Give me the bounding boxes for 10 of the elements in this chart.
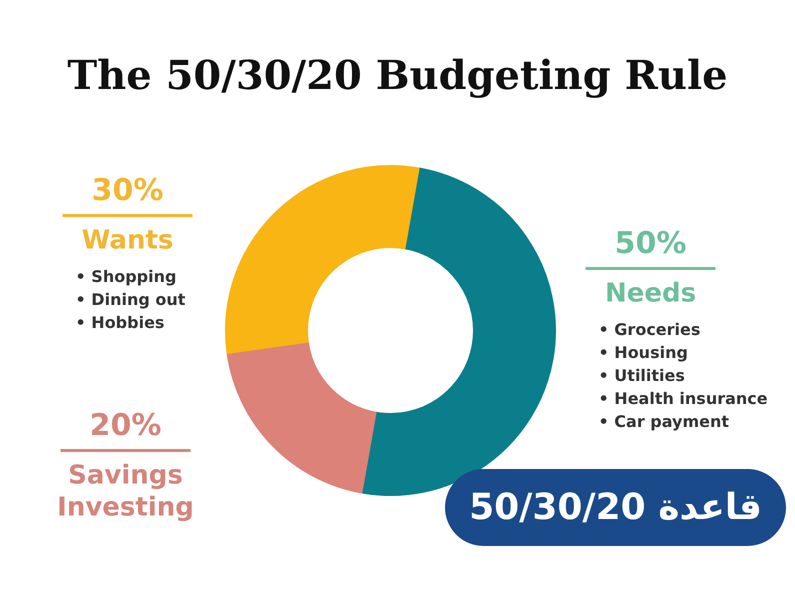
legend-label: Savings Investing [57, 460, 194, 522]
slice-label: Wants [82, 226, 174, 256]
slice-label: Needs [604, 278, 696, 308]
chart-title: The 50/30/20 Budgeting Rule [67, 52, 728, 99]
data-label: 30% [92, 173, 164, 208]
text: • Groceries • Housing • Utilities • Health insurance • Car payment [598, 320, 768, 431]
text: • Shopping • Dining out • Hobbies [76, 267, 186, 332]
data-label: 20% [90, 408, 162, 443]
data-label: 50% [614, 226, 686, 261]
text: قاعدة 50/30/20 [469, 487, 762, 528]
